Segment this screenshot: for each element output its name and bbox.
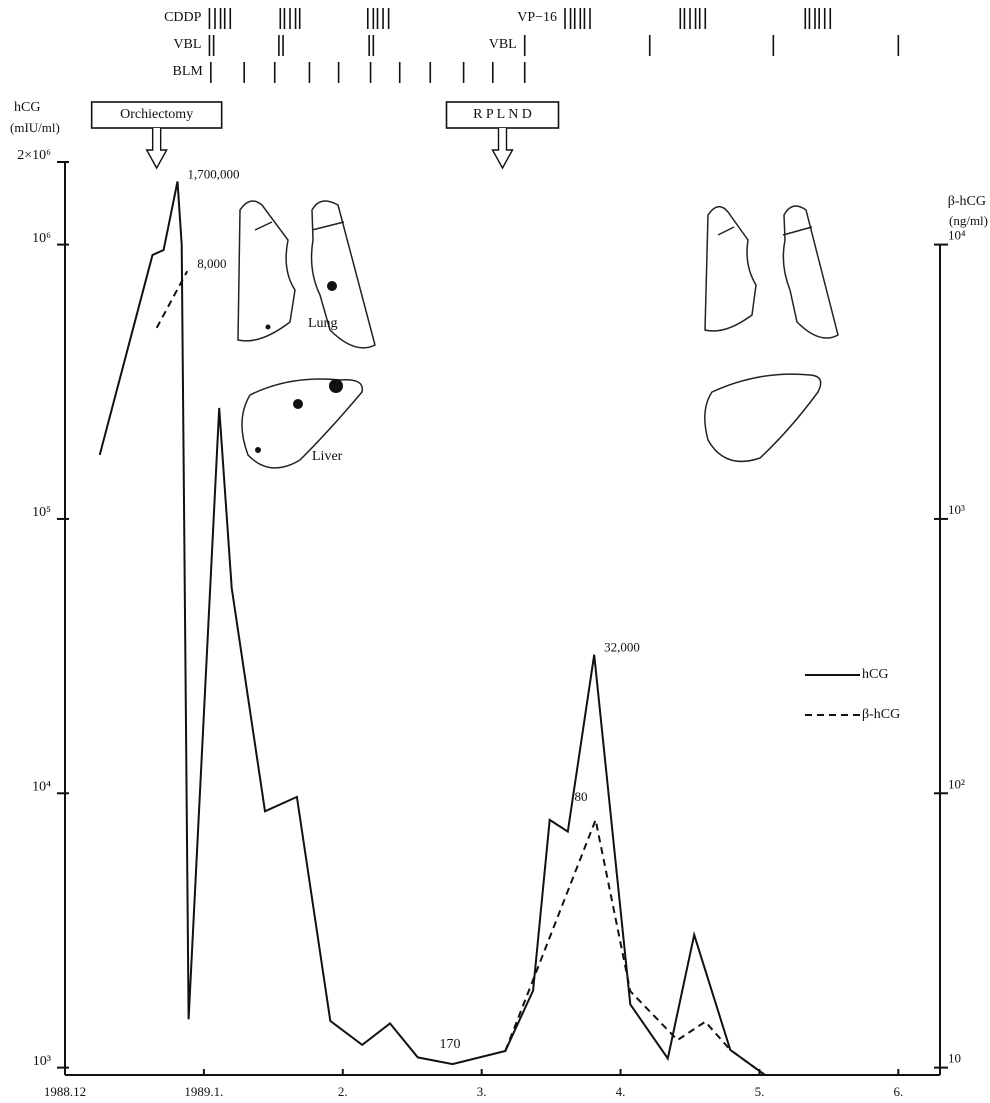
lesion bbox=[255, 447, 261, 453]
lesion bbox=[329, 379, 343, 393]
y-axis-title: hCG bbox=[14, 100, 40, 115]
illustration-before bbox=[238, 201, 375, 468]
drug-label: BLM bbox=[172, 64, 203, 79]
value-label: 80 bbox=[575, 789, 588, 804]
liver bbox=[242, 379, 362, 468]
y2-tick-label: 10² bbox=[948, 776, 965, 791]
x-tick-label: 1989.1. bbox=[184, 1084, 223, 1099]
annotation: 170 bbox=[440, 1037, 461, 1052]
drug-label: VP−16 bbox=[517, 10, 557, 25]
y-axis-title: (mIU/ml) bbox=[10, 120, 60, 135]
x-tick-label: 1988.12 bbox=[44, 1084, 86, 1099]
event-label: Orchiectomy bbox=[120, 107, 193, 122]
x-tick-label: 2. bbox=[338, 1084, 348, 1099]
y-tick-label: 2×10⁶ bbox=[17, 148, 51, 163]
y-tick-label: 10⁶ bbox=[32, 231, 51, 246]
y-tick-label: 10⁴ bbox=[32, 779, 51, 794]
x-tick-label: 4. bbox=[616, 1084, 626, 1099]
legend-label: hCG bbox=[862, 667, 888, 682]
drug-label: CDDP bbox=[164, 10, 202, 25]
lung-left bbox=[238, 201, 295, 341]
value-label: 8,000 bbox=[197, 256, 226, 271]
series-line bbox=[157, 271, 765, 1075]
x-tick-label: 6. bbox=[893, 1084, 903, 1099]
lesion bbox=[293, 399, 303, 409]
y2-tick-label: 10 bbox=[948, 1051, 961, 1066]
x-tick-label: 3. bbox=[477, 1084, 487, 1099]
y2-axis-title: β-hCG bbox=[948, 194, 986, 209]
y-tick-label: 10⁵ bbox=[32, 505, 51, 520]
drug-label: VBL bbox=[173, 37, 201, 52]
lung-left bbox=[705, 207, 756, 331]
series-line bbox=[100, 181, 765, 1075]
liver bbox=[705, 374, 821, 461]
illustration-label: Lung bbox=[308, 316, 338, 331]
legend-label: β-hCG bbox=[862, 707, 900, 722]
event-arrow bbox=[493, 128, 513, 168]
y2-axis-title: (ng/ml) bbox=[949, 213, 988, 228]
value-label: 1,700,000 bbox=[188, 166, 240, 181]
y2-tick-label: 10⁴ bbox=[948, 228, 966, 243]
y-tick-label: 10³ bbox=[33, 1054, 51, 1069]
lung-clavicle bbox=[718, 227, 812, 235]
event-label: R P L N D bbox=[473, 107, 532, 122]
y2-tick-label: 10³ bbox=[948, 502, 965, 517]
value-label: 32,000 bbox=[604, 640, 640, 655]
event-arrow bbox=[147, 128, 167, 168]
drug-label: VBL bbox=[489, 37, 517, 52]
illustration-after bbox=[705, 206, 838, 461]
lung-clavicle bbox=[255, 222, 344, 230]
chart: Lung Liver hCG (mIU/ml) β-hCG (ng/ml) 17… bbox=[0, 0, 990, 1103]
lesion bbox=[266, 325, 271, 330]
lesion bbox=[327, 281, 337, 291]
x-tick-label: 5. bbox=[755, 1084, 765, 1099]
illustration-label: Liver bbox=[312, 449, 343, 464]
lung-right bbox=[783, 206, 838, 338]
